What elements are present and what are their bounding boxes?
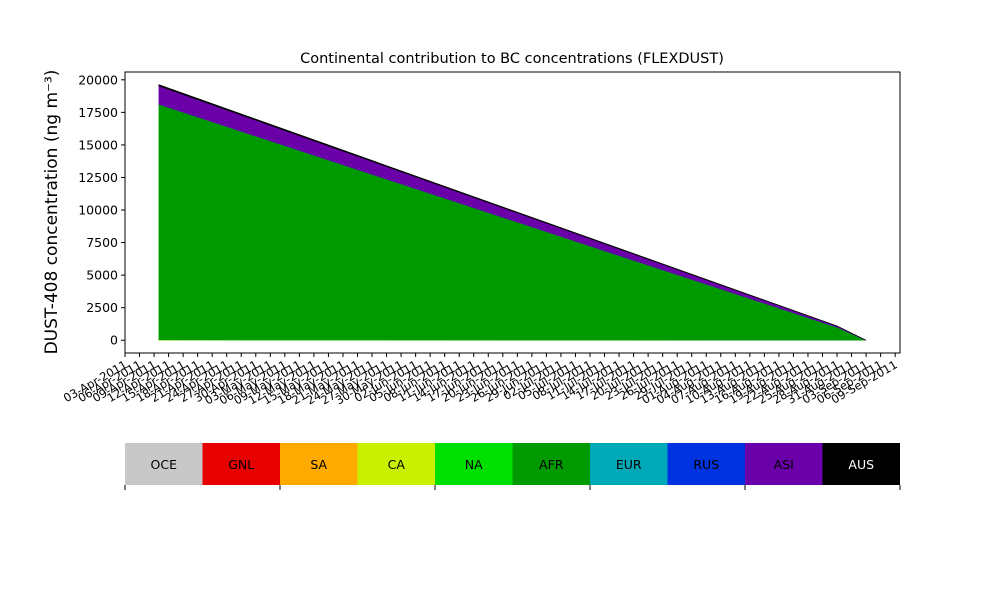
- legend-swatch: [202, 443, 280, 485]
- legend-swatch: [667, 443, 745, 485]
- y-tick-label: 15000: [78, 137, 118, 152]
- legend-label: CA: [388, 457, 406, 472]
- legend-swatch: [357, 443, 435, 485]
- legend-label: RUS: [693, 457, 719, 472]
- legend-swatch: [822, 443, 900, 485]
- legend-swatch: [745, 443, 823, 485]
- legend-swatch: [280, 443, 358, 485]
- y-tick-label: 12500: [78, 170, 118, 185]
- chart-title: Continental contribution to BC concentra…: [300, 51, 724, 67]
- y-axis-label: DUST-408 concentration (ng m⁻³): [42, 70, 62, 355]
- y-tick-label: 2500: [86, 300, 118, 315]
- plot-area: [158, 84, 867, 341]
- legend-label: SA: [310, 457, 327, 472]
- y-tick-label: 17500: [78, 105, 118, 120]
- legend-label: AFR: [539, 457, 564, 472]
- legend-label: OCE: [151, 457, 178, 472]
- y-tick-label: 20000: [78, 72, 118, 87]
- y-tick-label: 10000: [78, 203, 118, 218]
- legend-label: NA: [465, 457, 483, 472]
- y-tick-label: 7500: [86, 235, 118, 250]
- legend-swatch: [125, 443, 203, 485]
- legend-label: EUR: [616, 457, 642, 472]
- legend-swatch: [590, 443, 668, 485]
- legend-label: ASI: [774, 457, 794, 472]
- legend-swatch: [435, 443, 513, 485]
- legend-swatch: [512, 443, 590, 485]
- y-tick-label: 5000: [86, 268, 118, 283]
- axes-frame: [124, 71, 901, 354]
- area: [158, 84, 867, 341]
- legend-label: GNL: [228, 457, 254, 472]
- colorbar-ticks: [124, 485, 901, 490]
- legend-label: AUS: [848, 457, 874, 472]
- area: [158, 103, 867, 341]
- y-tick-label: 0: [110, 333, 118, 348]
